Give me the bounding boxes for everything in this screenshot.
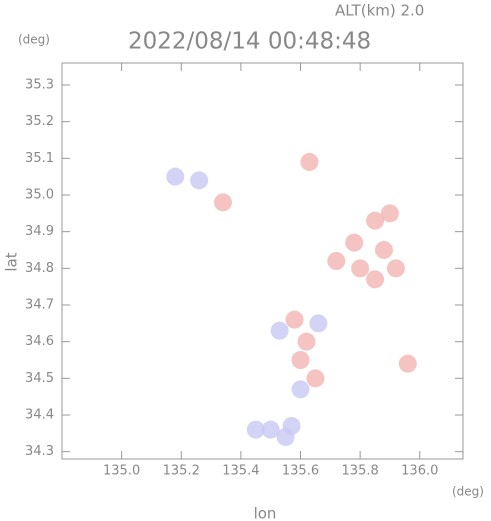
echo-cell	[166, 167, 185, 186]
echo-cell	[270, 321, 289, 340]
y-tick-label: 34.7	[25, 298, 54, 313]
echo-cell	[306, 369, 325, 388]
echo-cell	[309, 314, 328, 333]
echo-cell	[374, 241, 393, 259]
x-axis-label: lon	[254, 505, 277, 521]
echo-cell	[190, 171, 209, 190]
x-tick-label: 136.0	[401, 464, 438, 479]
chart-title: 2022/08/14 00:48:48	[128, 29, 371, 55]
echo-cell	[285, 310, 304, 329]
echo-cell	[246, 420, 265, 439]
echo-cell	[380, 204, 399, 223]
y-tick-label: 34.5	[25, 371, 54, 386]
x-tick-label: 135.8	[342, 464, 379, 479]
y-tick-label: 34.3	[25, 444, 54, 459]
y-tick-label: 34.6	[25, 334, 54, 349]
echo-cell	[261, 420, 280, 439]
echo-cell	[276, 428, 295, 446]
echo-cell	[366, 211, 385, 230]
y-unit: (deg)	[18, 33, 50, 47]
y-tick-label: 34.9	[25, 224, 54, 239]
echo-cell	[213, 193, 232, 212]
echo-cell	[327, 252, 346, 270]
annotation: ALT(km) 2.0	[335, 2, 424, 20]
echo-cell	[398, 354, 417, 373]
x-tick-label: 135.6	[282, 464, 319, 479]
x-tick-label: 135.2	[163, 464, 200, 479]
echo-cell	[291, 380, 310, 399]
plot-frame	[61, 62, 464, 460]
y-tick-label: 34.8	[25, 261, 54, 276]
y-axis-label: lat	[3, 252, 21, 271]
y-tick-label: 35.1	[25, 151, 54, 166]
echo-cell	[345, 233, 364, 252]
echo-cell	[366, 270, 385, 289]
echo-cell	[297, 332, 316, 351]
y-tick-label: 35.2	[25, 114, 54, 129]
echo-cell	[386, 259, 405, 278]
echo-cell	[300, 153, 319, 171]
echo-cell	[291, 351, 310, 369]
y-tick-label: 35.0	[25, 188, 54, 203]
x-unit: (deg)	[452, 485, 484, 499]
x-tick-label: 135.0	[103, 464, 140, 479]
y-tick-label: 35.3	[25, 78, 54, 93]
x-tick-label: 135.4	[222, 464, 259, 479]
y-tick-label: 34.4	[25, 408, 54, 423]
echo-cell	[351, 259, 370, 278]
